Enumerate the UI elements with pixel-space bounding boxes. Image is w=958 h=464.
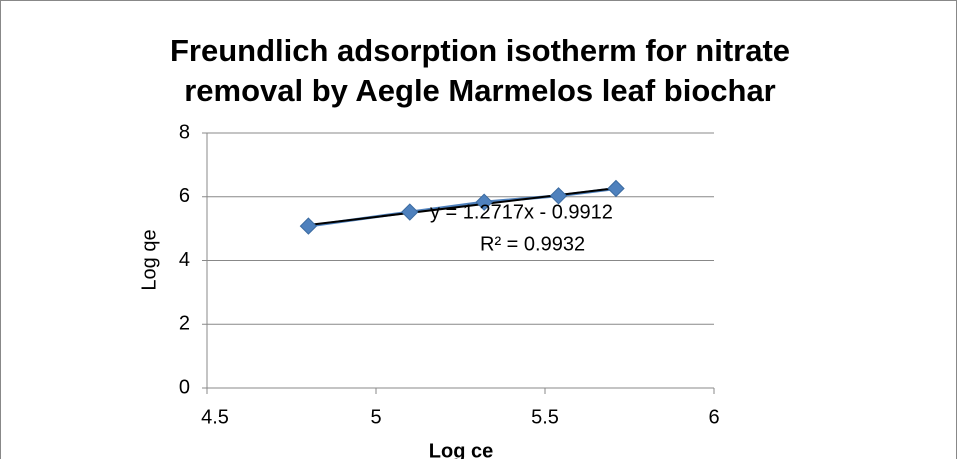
data-point xyxy=(549,187,568,205)
x-tick-label: 5.5 xyxy=(531,406,559,428)
chart-title: Freundlich adsorption isotherm for nitra… xyxy=(170,33,790,68)
y-tick-label: 0 xyxy=(179,376,190,398)
data-point xyxy=(607,179,625,198)
y-axis-label: Log qe xyxy=(138,229,160,290)
trendline-r-squared: R² = 0.9932 xyxy=(480,233,585,255)
chart-title: removal by Aegle Marmelos leaf biochar xyxy=(184,73,776,108)
x-tick-label: 6 xyxy=(708,406,719,428)
y-tick-label: 8 xyxy=(179,121,190,143)
x-axis-label: Log ce xyxy=(429,440,493,459)
x-tick-label: 5 xyxy=(370,406,381,428)
y-tick-label: 2 xyxy=(179,313,190,335)
data-point xyxy=(401,203,419,221)
data-point xyxy=(475,193,493,211)
y-tick-label: 6 xyxy=(179,185,190,207)
trendline-equation: y = 1.2717x - 0.9912 xyxy=(430,201,613,223)
y-tick-label: 4 xyxy=(179,249,190,271)
x-tick-label: 4.5 xyxy=(201,406,229,428)
data-point xyxy=(299,217,318,235)
